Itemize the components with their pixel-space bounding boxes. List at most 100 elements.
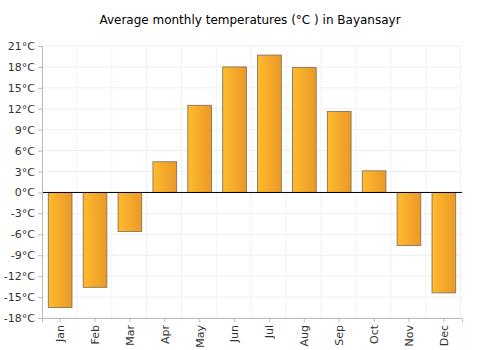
y-tick-label: -15°C: [4, 291, 35, 304]
y-tick: 6°C: [15, 145, 42, 158]
x-tick-label: May: [194, 325, 207, 348]
y-tick: -6°C: [11, 228, 42, 241]
y-tick: 18°C: [8, 61, 42, 74]
bar: [432, 192, 456, 292]
y-tick-label: 6°C: [15, 145, 35, 158]
bar: [327, 112, 351, 193]
x-tick-label: Sep: [333, 325, 346, 346]
y-tick-mark: [38, 172, 42, 173]
grid-line-vertical: [286, 46, 287, 318]
grid-line: [42, 192, 462, 193]
title: Average monthly temperatures (°C ) in Ba…: [99, 13, 400, 27]
x-tick: Apr: [159, 318, 172, 344]
bar: [292, 68, 316, 193]
x-tick-mark: [269, 318, 270, 322]
y-tick: -15°C: [4, 291, 42, 304]
y-tick: 21°C: [8, 40, 42, 53]
grid-line: [42, 150, 462, 151]
y-tick: 9°C: [15, 124, 42, 137]
y-tick-mark: [38, 276, 42, 277]
x-axis-line: [43, 319, 463, 323]
grid-line-vertical: [181, 46, 182, 318]
grid-line: [42, 46, 462, 47]
plot: -18°C -15°C -12°C -9°C -6°C -3°C 0°C 3°C 6°C 9°C 1…: [4, 40, 463, 348]
y-tick-label: -18°C: [4, 312, 35, 325]
chart: -18°C -15°C -12°C -9°C -6°C -3°C 0°C 3°C 6°C 9°C 1…: [0, 0, 500, 350]
y-tick: 0°C: [15, 186, 42, 199]
y-tick-mark: [38, 213, 42, 214]
grid-line: [42, 129, 462, 130]
grid-line: [42, 297, 462, 298]
y-tick-mark: [38, 67, 42, 68]
grid-line: [42, 66, 462, 67]
x-tick: Feb: [89, 318, 102, 344]
x-tick-mark: [374, 318, 375, 322]
y-tick-mark: [38, 88, 42, 89]
x-tick: Jan: [54, 318, 67, 343]
x-tick-label: Jul: [263, 325, 276, 339]
y-tick: -12°C: [4, 270, 42, 283]
y-tick-mark: [38, 109, 42, 110]
y-tick: 12°C: [8, 103, 42, 116]
grid: [42, 46, 462, 318]
x-tick-mark: [234, 318, 235, 322]
y-tick-label: -6°C: [11, 228, 35, 241]
bar: [188, 105, 212, 192]
x-tick-mark: [164, 318, 165, 322]
x-tick-mark: [199, 318, 200, 322]
x-tick-label: Feb: [89, 325, 102, 344]
y-tick-mark: [38, 318, 42, 319]
grid-line-vertical: [425, 46, 426, 318]
y-tick-label: 15°C: [8, 82, 35, 95]
y-tick-label: -3°C: [11, 207, 35, 220]
grid-line-vertical: [111, 46, 112, 318]
bar: [48, 192, 72, 307]
grid-line-vertical: [146, 46, 147, 318]
x-tick-mark: [60, 318, 61, 322]
y-tick-label: 12°C: [8, 103, 35, 116]
x-tick-mark: [95, 318, 96, 322]
x-tick: Sep: [333, 318, 346, 346]
y-axis: -18°C -15°C -12°C -9°C -6°C -3°C 0°C 3°C 6°C 9°C 1…: [4, 40, 43, 325]
grid-line: [42, 108, 462, 109]
y-tick-mark: [38, 151, 42, 152]
y-tick-label: -12°C: [4, 270, 35, 283]
grid-line-vertical: [355, 46, 356, 318]
bar: [153, 162, 177, 193]
y-tick-label: 0°C: [15, 186, 35, 199]
grid-line-vertical: [460, 46, 461, 318]
x-tick-label: Jun: [228, 325, 241, 343]
grid-line-vertical: [76, 46, 77, 318]
x-axis: JanFebMarAprMayJunJulAugSepOctNovDec: [43, 318, 463, 348]
grid-line-vertical: [251, 46, 252, 318]
grid-line-vertical: [390, 46, 391, 318]
x-tick-label: Mar: [124, 325, 137, 346]
y-tick-mark: [38, 192, 42, 193]
x-tick-label: Apr: [159, 325, 172, 345]
y-tick: 3°C: [15, 166, 42, 179]
x-tick-label: Dec: [438, 325, 451, 346]
grid-line-vertical: [216, 46, 217, 318]
y-tick: -9°C: [11, 249, 42, 262]
x-tick-mark: [304, 318, 305, 322]
x-tick-mark: [129, 318, 130, 322]
y-tick: 15°C: [8, 82, 42, 95]
x-tick: May: [194, 318, 207, 348]
y-tick-mark: [38, 234, 42, 235]
grid-line-vertical: [321, 46, 322, 318]
y-tick-mark: [38, 130, 42, 131]
bar: [118, 192, 142, 231]
y-tick-label: 9°C: [15, 124, 35, 137]
bar: [258, 55, 282, 192]
x-tick: Jun: [228, 318, 241, 343]
bars: [48, 55, 455, 307]
y-axis-line: [38, 47, 43, 319]
y-tick-label: 3°C: [15, 166, 35, 179]
x-tick-label: Nov: [403, 325, 416, 347]
x-tick: Nov: [403, 318, 416, 346]
x-tick-mark: [339, 318, 340, 322]
x-tick-mark: [408, 318, 409, 322]
grid-line: [42, 87, 462, 88]
x-tick: Mar: [124, 318, 137, 346]
y-tick-mark: [38, 255, 42, 256]
